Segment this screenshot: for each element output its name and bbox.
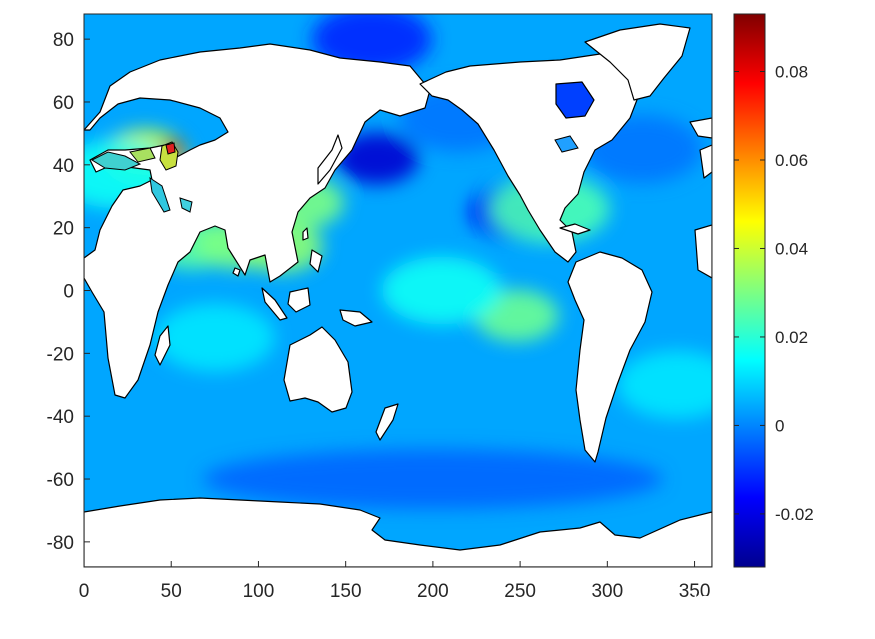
x-tick-label: 350 [679, 581, 711, 602]
y-tick-label: 0 [63, 282, 74, 303]
land-europe-east-edge [694, 224, 712, 279]
y-tick-label: 20 [53, 219, 74, 240]
y-tick-label: -80 [47, 533, 74, 554]
x-tick-label: 0 [79, 581, 90, 602]
land-sri-lanka [232, 267, 241, 277]
field-feature [335, 132, 420, 185]
land-madagascar [154, 325, 171, 366]
land-south-america [567, 251, 653, 463]
colorbar: 0.08 0.06 0.04 0.02 0 -0.02 [733, 13, 814, 568]
x-tick-label: 200 [417, 581, 449, 602]
x-tick-label: 150 [330, 581, 362, 602]
colorbar-bar [733, 13, 766, 568]
y-tick-label: -40 [47, 407, 74, 428]
land-cuba [559, 223, 591, 235]
x-tick-label: 100 [243, 581, 275, 602]
colorbar-tick-label: 0.06 [775, 151, 808, 170]
x-tick-label: 50 [161, 581, 182, 602]
land-japan [317, 134, 343, 185]
x-axis: 0 50 100 150 200 250 300 350 [79, 561, 711, 602]
land-sumatra [261, 287, 288, 321]
colorbar-tick-label: 0.02 [775, 328, 808, 347]
caspian-sea-north [165, 142, 176, 155]
great-lakes [554, 135, 579, 153]
persian-gulf [179, 197, 193, 213]
y-tick-label: -60 [47, 470, 74, 491]
mediterranean [90, 151, 142, 171]
y-tick-label: -20 [47, 344, 74, 365]
watermark: 知乎 @异教徒 [692, 592, 818, 616]
land-philippines [309, 249, 323, 273]
land-hudson-bay-water [555, 81, 595, 119]
colorbar-tick-label: -0.02 [775, 505, 814, 524]
land-iceland [689, 117, 712, 139]
inland-seas [90, 135, 579, 213]
land-australia [283, 326, 353, 413]
watermark-text: 知乎 @异教徒 [692, 592, 818, 616]
land-taiwan [302, 227, 309, 241]
x-tick-label: 250 [504, 581, 536, 602]
y-axis: 80 60 40 20 0 -20 -40 -60 -80 [47, 30, 90, 554]
y-tick-label: 80 [53, 30, 74, 51]
field-feature [617, 350, 712, 419]
x-tick-label: 300 [591, 581, 623, 602]
land-uk [699, 144, 712, 179]
field-feature [381, 256, 502, 325]
field-feature [154, 303, 275, 372]
field-feature [202, 449, 663, 510]
red-sea [149, 176, 171, 213]
map-plot-area: 0 50 100 150 200 250 300 350 806040200-20-40-60… [47, 13, 713, 602]
colorbar-ticks: 0.08 0.06 0.04 0.02 0 -0.02 [734, 63, 814, 524]
y-tick-label: 40 [53, 156, 74, 177]
black-sea [129, 147, 156, 163]
land-new-zealand [375, 403, 399, 441]
y-tick-label: 60 [53, 93, 74, 114]
land-new-guinea [339, 309, 373, 327]
land-greenland [584, 23, 691, 101]
colorbar-tick-label: 0 [775, 416, 784, 435]
land-borneo [287, 287, 311, 313]
colorbar-tick-label: 0.04 [775, 239, 808, 258]
colorbar-tick-label: 0.08 [775, 63, 808, 82]
land-antarctica [84, 497, 712, 567]
